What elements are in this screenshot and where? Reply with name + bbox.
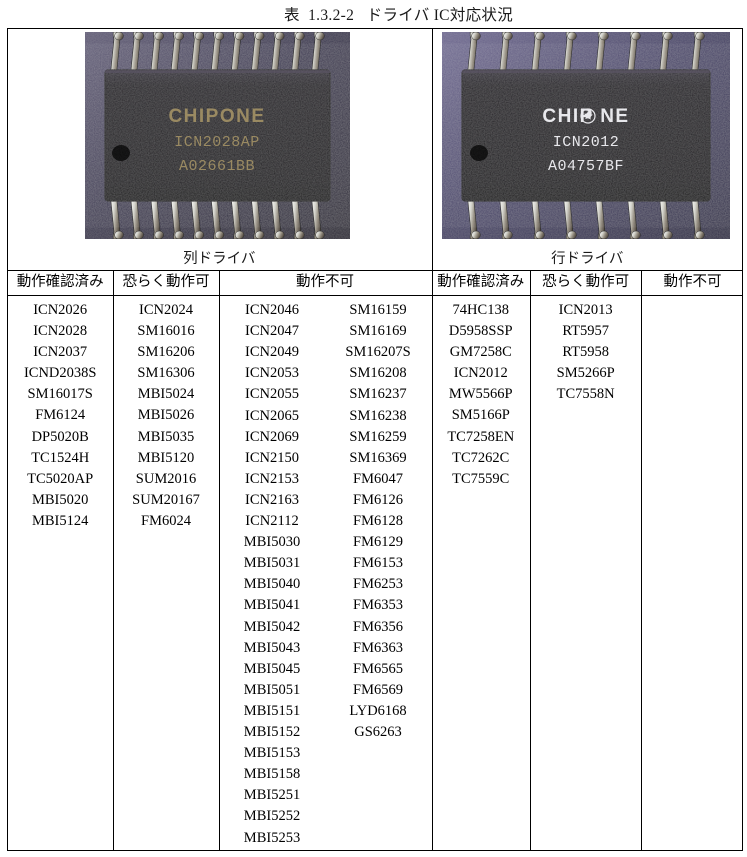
svg-text:CHIPONE: CHIPONE <box>168 106 265 127</box>
svg-text:ICN2012: ICN2012 <box>553 134 620 151</box>
svg-text:A04757BF: A04757BF <box>548 158 624 175</box>
svg-text:ICN2028AP: ICN2028AP <box>174 134 260 151</box>
svg-text:A02661BB: A02661BB <box>179 158 255 175</box>
